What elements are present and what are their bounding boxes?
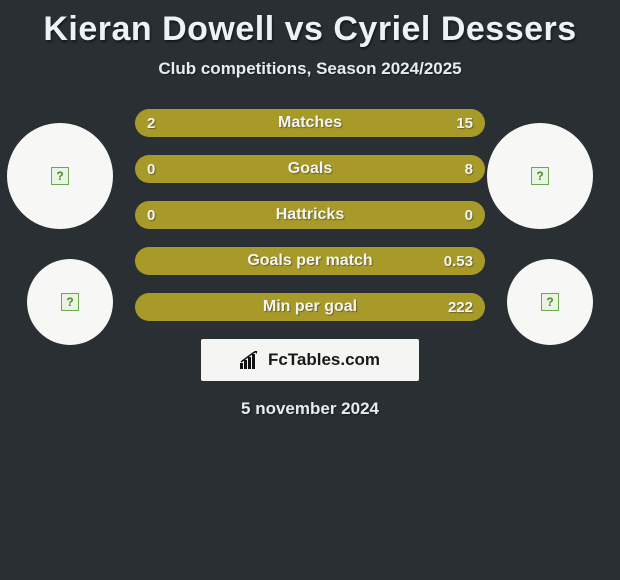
avatar-2: ? [27,259,113,345]
stat-row-min-per-goal: Min per goal222 [135,293,485,321]
avatar-1: ? [487,123,593,229]
stat-value-right: 0.53 [444,247,473,275]
stat-label: Hattricks [135,201,485,229]
missing-image-icon: ? [51,167,69,185]
stat-row-goals-per-match: Goals per match0.53 [135,247,485,275]
stat-value-right: 8 [465,155,473,183]
logo-box: FcTables.com [201,339,419,381]
page-title: Kieran Dowell vs Cyriel Dessers [0,0,620,49]
stat-label: Min per goal [135,293,485,321]
date-text: 5 november 2024 [0,399,620,419]
stat-label: Goals [135,155,485,183]
stat-label: Goals per match [135,247,485,275]
stat-row-hattricks: 0Hattricks0 [135,201,485,229]
stat-value-right: 222 [448,293,473,321]
avatar-3: ? [507,259,593,345]
missing-image-icon: ? [541,293,559,311]
stat-row-goals: 0Goals8 [135,155,485,183]
stats-bars: 2Matches150Goals80Hattricks0Goals per ma… [135,109,485,321]
bar-chart-icon [240,351,262,369]
stat-row-matches: 2Matches15 [135,109,485,137]
stat-label: Matches [135,109,485,137]
stat-value-right: 15 [456,109,473,137]
missing-image-icon: ? [531,167,549,185]
subtitle: Club competitions, Season 2024/2025 [0,59,620,79]
missing-image-icon: ? [61,293,79,311]
stat-value-right: 0 [465,201,473,229]
logo-text: FcTables.com [268,350,380,370]
avatar-0: ? [7,123,113,229]
